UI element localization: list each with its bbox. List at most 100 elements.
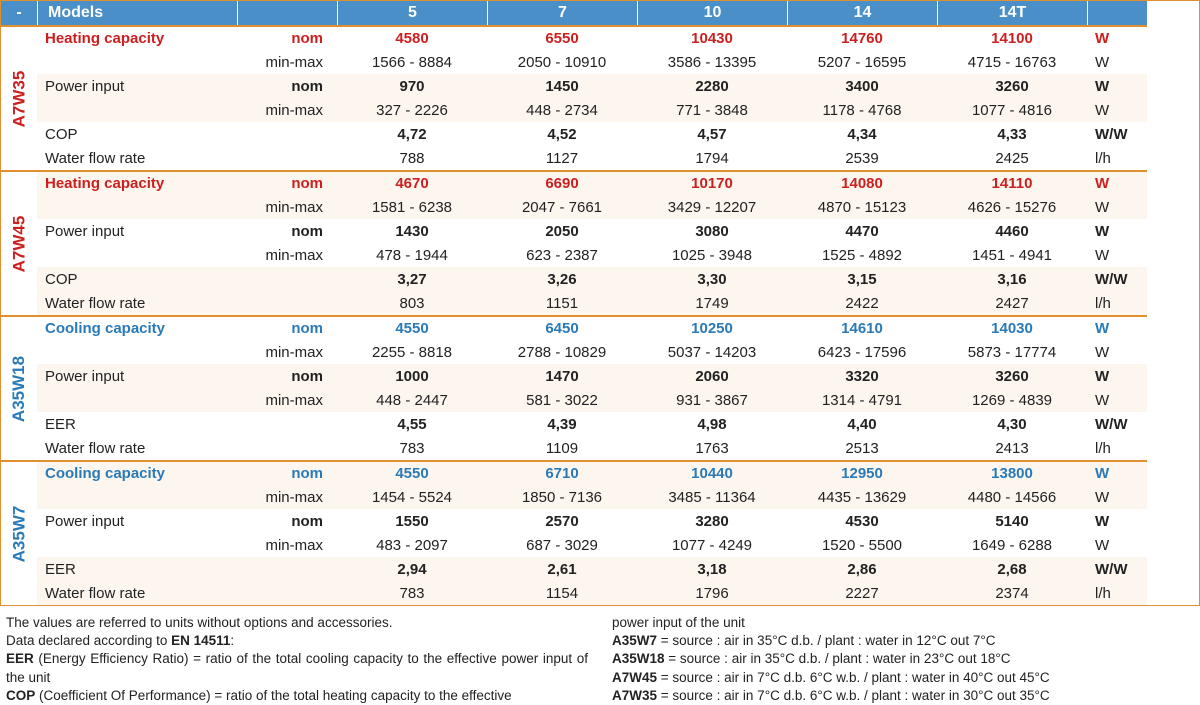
foot-def-key: A7W45 (612, 670, 657, 685)
value: 10250 (637, 315, 787, 340)
value: 3320 (787, 364, 937, 388)
qualifier: min-max (237, 243, 337, 267)
value: 14110 (937, 170, 1087, 195)
value: 2227 (787, 581, 937, 605)
value: 1749 (637, 291, 787, 315)
param: COP (37, 267, 237, 291)
unit: W (1087, 460, 1147, 485)
value: 1796 (637, 581, 787, 605)
param: Water flow rate (37, 581, 237, 605)
value: 1850 - 7136 (487, 485, 637, 509)
section-label-text: A35W7 (9, 505, 29, 562)
value: 10430 (637, 25, 787, 50)
qualifier: nom (237, 219, 337, 243)
footnotes: The values are referred to units without… (0, 606, 1200, 705)
value: 1525 - 4892 (787, 243, 937, 267)
value: 1077 - 4816 (937, 98, 1087, 122)
value: 2,86 (787, 557, 937, 581)
param: EER (37, 412, 237, 436)
value: 14100 (937, 25, 1087, 50)
value: 1000 (337, 364, 487, 388)
qualifier: nom (237, 74, 337, 98)
value: 2255 - 8818 (337, 340, 487, 364)
value: 4,30 (937, 412, 1087, 436)
value: 3280 (637, 509, 787, 533)
unit: W (1087, 219, 1147, 243)
value: 2513 (787, 436, 937, 460)
qualifier: min-max (237, 340, 337, 364)
param (37, 98, 237, 122)
qualifier: nom (237, 170, 337, 195)
value: 3260 (937, 364, 1087, 388)
foot-l1: The values are referred to units without… (6, 615, 392, 630)
param (37, 533, 237, 557)
param (37, 195, 237, 219)
value: 4870 - 15123 (787, 195, 937, 219)
unit: W (1087, 50, 1147, 74)
value: 5873 - 17774 (937, 340, 1087, 364)
qualifier (237, 581, 337, 605)
unit: W (1087, 98, 1147, 122)
unit: W (1087, 533, 1147, 557)
qualifier: nom (237, 460, 337, 485)
unit: l/h (1087, 291, 1147, 315)
footnotes-right: power input of the unitA35W7 = source : … (612, 614, 1194, 705)
value: 4,57 (637, 122, 787, 146)
foot-def: A7W45 = source : air in 7°C d.b. 6°C w.b… (612, 669, 1194, 687)
value: 3,30 (637, 267, 787, 291)
value: 2050 (487, 219, 637, 243)
spec-table: -Models57101414TA7W35Heating capacitynom… (0, 0, 1200, 606)
value: 3080 (637, 219, 787, 243)
section-label-A35W7: A35W7 (1, 460, 37, 605)
value: 13800 (937, 460, 1087, 485)
value: 771 - 3848 (637, 98, 787, 122)
value: 1314 - 4791 (787, 388, 937, 412)
value: 1451 - 4941 (937, 243, 1087, 267)
qualifier: min-max (237, 533, 337, 557)
hdr-model-2: 10 (637, 1, 787, 25)
param (37, 243, 237, 267)
value: 14610 (787, 315, 937, 340)
value: 4530 (787, 509, 937, 533)
value: 3429 - 12207 (637, 195, 787, 219)
value: 1151 (487, 291, 637, 315)
unit: W/W (1087, 267, 1147, 291)
unit: W/W (1087, 557, 1147, 581)
value: 3,27 (337, 267, 487, 291)
hdr-unit (1087, 1, 1147, 25)
param (37, 485, 237, 509)
unit: W (1087, 388, 1147, 412)
qualifier: min-max (237, 195, 337, 219)
section-label-text: A7W45 (9, 215, 29, 272)
qualifier (237, 412, 337, 436)
value: 4,33 (937, 122, 1087, 146)
value: 970 (337, 74, 487, 98)
unit: W (1087, 170, 1147, 195)
hdr-model-1: 7 (487, 1, 637, 25)
value: 483 - 2097 (337, 533, 487, 557)
param: Water flow rate (37, 146, 237, 170)
value: 3400 (787, 74, 937, 98)
unit: W (1087, 25, 1147, 50)
value: 2427 (937, 291, 1087, 315)
value: 1470 (487, 364, 637, 388)
value: 4460 (937, 219, 1087, 243)
unit: W (1087, 243, 1147, 267)
value: 6690 (487, 170, 637, 195)
value: 2047 - 7661 (487, 195, 637, 219)
qualifier (237, 557, 337, 581)
qualifier: min-max (237, 98, 337, 122)
foot-def-key: A35W18 (612, 651, 665, 666)
value: 14030 (937, 315, 1087, 340)
param: Power input (37, 219, 237, 243)
value: 623 - 2387 (487, 243, 637, 267)
qualifier: nom (237, 315, 337, 340)
section-label-A7W35: A7W35 (1, 25, 37, 170)
value: 2413 (937, 436, 1087, 460)
value: 4,72 (337, 122, 487, 146)
value: 5140 (937, 509, 1087, 533)
qualifier (237, 267, 337, 291)
value: 327 - 2226 (337, 98, 487, 122)
param (37, 388, 237, 412)
value: 4,55 (337, 412, 487, 436)
